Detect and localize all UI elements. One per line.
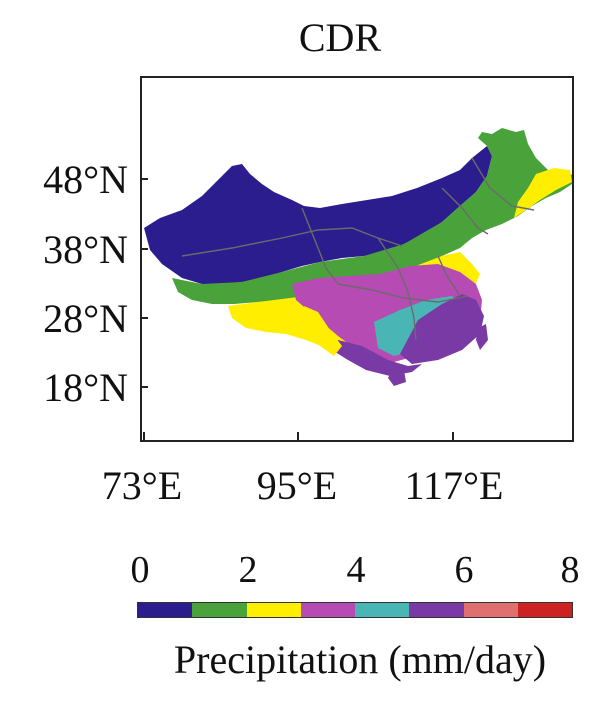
colorbar-segment-4	[355, 603, 410, 617]
x-tick-label-73e: 73°E	[101, 463, 183, 508]
y-tick-label-18n: 18°N	[43, 365, 128, 410]
colorbar-segment-1	[192, 603, 247, 617]
x-tick-mark-117e	[452, 432, 454, 440]
precipitation-map	[144, 128, 572, 386]
x-tick-label-95e: 95°E	[256, 463, 338, 508]
region-southwest-yellow	[304, 306, 342, 356]
region-southeast-purple	[400, 294, 484, 364]
x-tick-mark-73e	[143, 432, 145, 440]
colorbar-tick-8: 8	[560, 549, 580, 591]
colorbar-title: Precipitation (mm/day)	[173, 637, 547, 682]
colorbar-segment-2	[246, 603, 301, 617]
region-south-coast	[332, 340, 422, 376]
colorbar-segment-5	[409, 603, 464, 617]
colorbar-tick-2: 2	[238, 549, 258, 591]
region-northeast-belt	[172, 128, 572, 304]
region-northeast-yellow	[514, 168, 572, 218]
y-tick-label-48n: 48°N	[43, 157, 128, 202]
region-dry-northwest	[144, 146, 492, 284]
y-tick-mark-48n	[140, 178, 148, 180]
colorbar-tick-0: 0	[130, 549, 150, 591]
y-tick-label-28n: 28°N	[43, 296, 128, 341]
colorbar-tick-6: 6	[454, 549, 474, 591]
x-tick-mark-95e	[297, 432, 299, 440]
x-tick-label-117e: 117°E	[404, 463, 504, 508]
y-tick-mark-18n	[140, 386, 148, 388]
colorbar-segment-3	[300, 603, 355, 617]
map-frame	[140, 76, 574, 442]
y-tick-mark-28n	[140, 317, 148, 319]
colorbar-segment-0	[138, 603, 193, 617]
province-borders	[181, 157, 535, 341]
colorbar	[137, 602, 573, 618]
region-island-hainan	[388, 370, 406, 386]
y-tick-label-38n: 38°N	[43, 227, 128, 272]
colorbar-tick-4: 4	[346, 549, 366, 591]
y-tick-mark-38n	[140, 248, 148, 250]
map-title: CDR	[298, 15, 382, 60]
region-island-taiwan	[476, 324, 488, 350]
colorbar-segment-7	[517, 603, 572, 617]
colorbar-segment-6	[463, 603, 518, 617]
